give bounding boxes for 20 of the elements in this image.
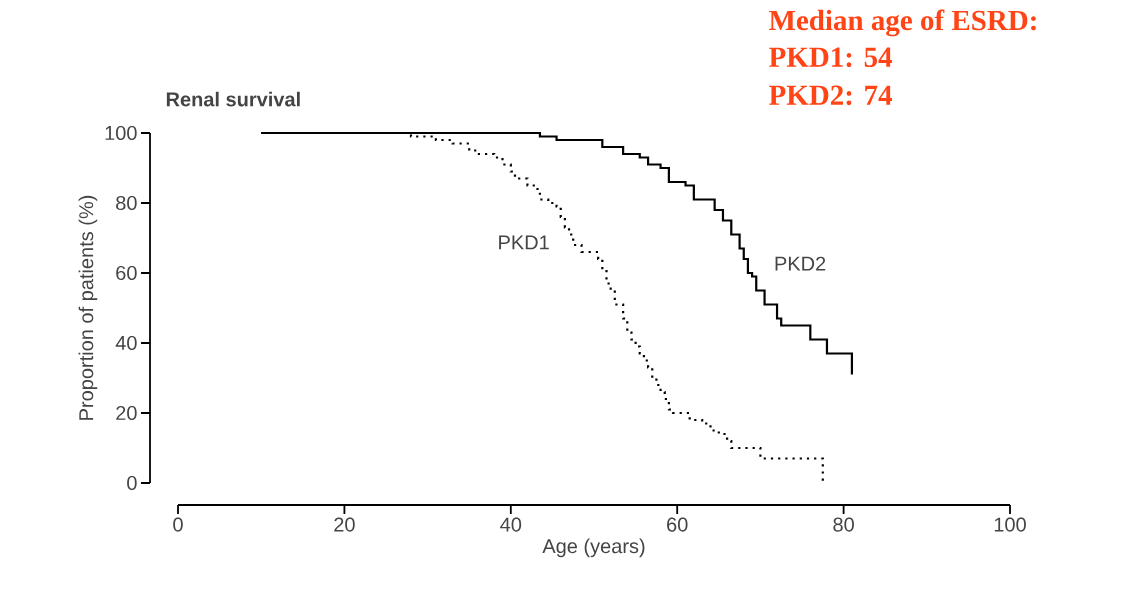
text: PKD2: 74 [769,85,893,106]
x-tick-label: 40 [500,517,522,532]
x-axis-title: Age (years) [542,538,645,558]
y-tick-label: 80 [116,195,137,211]
text: PKD1: 54 [769,47,893,68]
x-tick-label: 20 [334,517,355,532]
y-axis-title: Proportion of patients (%) [78,195,98,420]
y-tick-label: 0 [127,475,137,491]
series-label: PKD1 [499,235,549,250]
y-tick-label: 40 [115,335,137,351]
y-tick-label: 60 [116,265,137,281]
text: Median age of ESRD: [769,9,1036,37]
x-tick-label: 60 [667,517,688,532]
x-tick-label: 80 [833,517,854,532]
chart-title: Renal survival [166,91,300,107]
series-label: PKD2 [775,256,826,271]
y-tick-label: 20 [116,405,137,421]
y-tick-label: 100 [105,125,137,141]
x-tick-label: 100 [994,517,1026,532]
x-tick-label: 0 [173,517,183,532]
